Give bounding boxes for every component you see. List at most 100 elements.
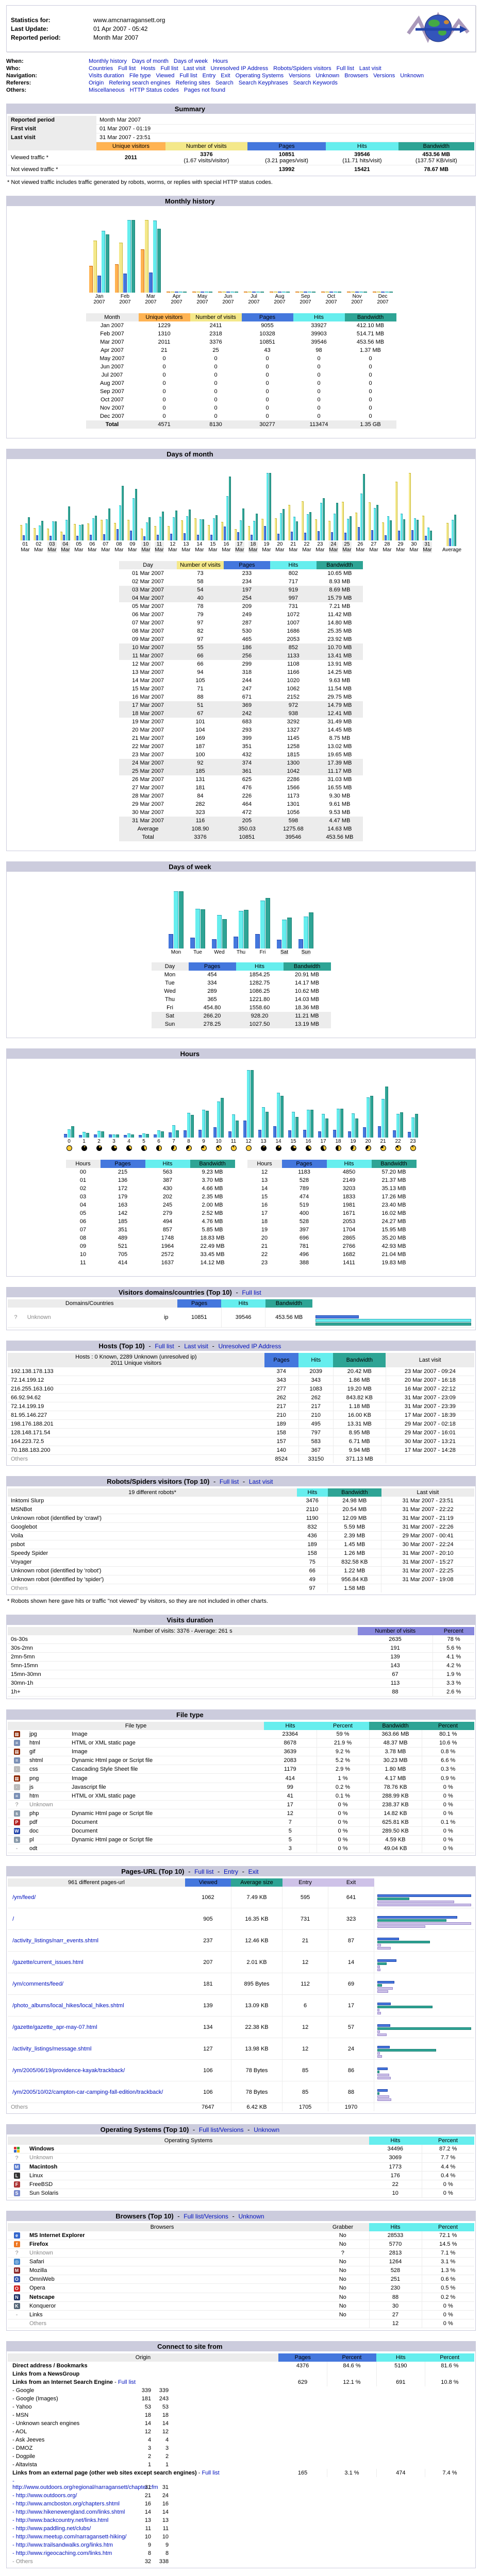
menu-link-search-keyphrases[interactable]: Search Keyphrases — [238, 80, 288, 86]
menu-link-origin[interactable]: Origin — [89, 80, 104, 86]
pages-cell: 365 — [207, 996, 217, 1003]
day-cell: 24 Mar 2007 — [132, 760, 164, 766]
menu-link-last-visit[interactable]: Last visit — [183, 65, 206, 72]
blue-bar — [407, 1132, 411, 1138]
menu-link-search-keywords[interactable]: Search Keywords — [293, 80, 338, 86]
menu-link-entry[interactable]: Entry — [202, 73, 216, 79]
full-list-link[interactable]: Full list — [194, 1868, 214, 1876]
menu-link-versions[interactable]: Versions — [373, 73, 395, 79]
yellow-bar — [328, 521, 330, 540]
menu-link-refering-sites[interactable]: Refering sites — [175, 80, 210, 86]
entry-link[interactable]: Entry — [223, 1868, 238, 1876]
hits-percent-cell: 10.8 % — [441, 2379, 459, 2385]
referrer-url[interactable]: - http://www.hikenewengland.com/links.sh… — [12, 2509, 125, 2515]
origin-row-links-from-a-newsgroup: Links from a NewsGroup — [8, 2369, 474, 2378]
menu-link-days-of-week[interactable]: Days of week — [173, 58, 208, 64]
menu-link-unresolved-ip-address[interactable]: Unresolved IP Address — [210, 65, 269, 72]
page-url-link[interactable]: /activity_listings/narr_events.shtml — [12, 1937, 98, 1944]
clock-icon — [201, 1145, 207, 1151]
menu-link-visits-duration[interactable]: Visits duration — [89, 73, 124, 79]
menu-link-unknown[interactable]: Unknown — [315, 73, 340, 79]
menu-link-miscellaneous[interactable]: Miscellaneous — [89, 87, 125, 93]
full-list-versions-link[interactable]: Full list/Versions — [184, 2212, 228, 2220]
total-cell: 3376 — [194, 834, 207, 840]
full-list-link[interactable]: Full list — [155, 1343, 174, 1350]
exit-link[interactable]: Exit — [248, 1868, 259, 1876]
menu-link-http-status-codes[interactable]: HTTP Status codes — [129, 87, 179, 93]
menu-link-days-of-month[interactable]: Days of month — [131, 58, 169, 64]
menu-link-full-list[interactable]: Full list — [179, 73, 197, 79]
teal-bar — [242, 509, 244, 540]
robot-row-voyager: Voyager 75 832.58 KB 31 Mar 2007 - 15:27 — [8, 1557, 474, 1567]
chart-label: Jul 2007 — [248, 294, 260, 305]
weekday-row-fri: Fri 454.80 1558.60 18.36 MB — [152, 1004, 331, 1012]
percent-cell: 0 % — [422, 2180, 474, 2189]
menu-link-full-list[interactable]: Full list — [336, 65, 354, 72]
referrer-hits: 16 — [162, 2500, 169, 2507]
menu-link-exit[interactable]: Exit — [221, 73, 230, 79]
menu-link-browsers[interactable]: Browsers — [344, 73, 369, 79]
menu-link-countries[interactable]: Countries — [89, 65, 113, 72]
menu-link-full-list[interactable]: Full list — [118, 65, 136, 72]
menu-link-versions[interactable]: Versions — [289, 73, 311, 79]
page-url-link[interactable]: /ym/feed/ — [12, 1894, 36, 1901]
summary-corner — [8, 142, 96, 150]
empty-cell — [327, 2395, 377, 2403]
summary-viewed-row: Viewed traffic * 2011 3376 (1.67 visits/vis… — [8, 150, 474, 165]
menu-link-full-list[interactable]: Full list — [160, 65, 178, 72]
referrer-url[interactable]: - http://www.trailsandwalks.org/links.ht… — [12, 2541, 113, 2548]
full-list-link[interactable]: Full list — [202, 2469, 220, 2476]
referrer-url[interactable]: - http://www.outdoors.org/regional/narra… — [12, 2478, 158, 2490]
empty-cell — [327, 2477, 377, 2492]
hits-percent-cell — [425, 2370, 474, 2378]
menu-link-operating-systems[interactable]: Operating Systems — [235, 73, 284, 79]
referrer-url[interactable]: - http://www.amcboston.org/chapters.shtm… — [12, 2500, 120, 2507]
page-url-link[interactable]: /gazette/gazette_apr-may-07.html — [12, 2024, 97, 2030]
full-list-link[interactable]: Full list — [242, 1289, 261, 1296]
hour-row-8: 08 489 1748 18.83 MB — [66, 1234, 235, 1242]
exit-cell: 323 — [328, 1908, 374, 1930]
menu-link-hours[interactable]: Hours — [212, 58, 228, 64]
menu-link-refering-search-engines[interactable]: Refering search engines — [109, 80, 171, 86]
menu-link-monthly-history[interactable]: Monthly history — [89, 58, 127, 64]
full-list-versions-link[interactable]: Full list/Versions — [198, 2126, 244, 2134]
full-list-link[interactable]: Full list — [118, 2379, 136, 2385]
hits-cell: 367 — [298, 1446, 334, 1455]
page-url-link[interactable]: / — [12, 1916, 14, 1922]
page-url-link[interactable]: /activity_listings/message.shtml — [12, 2045, 92, 2052]
referrer-url[interactable]: - http://www.outdoors.org/ — [12, 2492, 77, 2499]
menu-link-viewed[interactable]: Viewed — [156, 73, 175, 79]
visits-cell: 131 — [195, 776, 205, 783]
page-url-link[interactable]: /ym/2005/10/02/campton-car-camping-fall-… — [12, 2089, 163, 2095]
page-url-link[interactable]: /gazette/current_issues.html — [12, 1959, 84, 1965]
referrer-url[interactable]: - http://www.backcountry.net/links.html — [12, 2517, 109, 2523]
yellow-bar — [247, 292, 252, 293]
day-row-23-mar-2007: 23 Mar 2007 100 432 1815 19.65 MB — [119, 751, 363, 759]
empty-cell — [278, 2428, 327, 2436]
weekday-cell: Sun — [164, 1021, 175, 1027]
cyan-bar — [172, 1125, 175, 1138]
menu-link-pages-not-found[interactable]: Pages not found — [184, 87, 225, 93]
referrer-url[interactable]: - http://www.meetup.com/narragansett-hik… — [12, 2533, 127, 2540]
menu-link-robots-spiders-visitors[interactable]: Robots/Spiders visitors — [273, 65, 331, 72]
unresolved-ip-address-link[interactable]: Unresolved IP Address — [218, 1343, 281, 1350]
menu-link-unknown[interactable]: Unknown — [400, 73, 424, 79]
referrer-url[interactable]: - http://www.paddling.net/clubs/ — [12, 2525, 91, 2532]
page-url-link[interactable]: /ym/comments/feed/ — [12, 1980, 64, 1987]
page-url-link[interactable]: /ym/2005/06/19/providence-kayak/trackbac… — [12, 2067, 125, 2074]
cyan-bar — [25, 523, 27, 540]
menu-link-hosts[interactable]: Hosts — [141, 65, 156, 72]
entry-cell: 85 — [282, 2059, 329, 2082]
menu-link-search[interactable]: Search — [215, 80, 234, 86]
menu-link-file-type[interactable]: File type — [129, 73, 151, 79]
referrer-url[interactable]: - http://www.rigeocaching.com/links.htm — [12, 2550, 112, 2556]
bandwidth-cell: 2.35 MB — [202, 1194, 223, 1200]
last-visit-link[interactable]: Last visit — [248, 1478, 273, 1485]
full-list-link[interactable]: Full list — [219, 1478, 239, 1485]
unknown-link[interactable]: Unknown — [238, 2212, 264, 2220]
last-visit-link[interactable]: Last visit — [184, 1343, 208, 1350]
unknown-link[interactable]: Unknown — [254, 2126, 280, 2134]
menu-link-last-visit[interactable]: Last visit — [359, 65, 381, 72]
page-url-link[interactable]: /photo_albums/local_hikes/local_hikes.sh… — [12, 2002, 124, 2009]
chart-label: 15 — [290, 1139, 296, 1153]
